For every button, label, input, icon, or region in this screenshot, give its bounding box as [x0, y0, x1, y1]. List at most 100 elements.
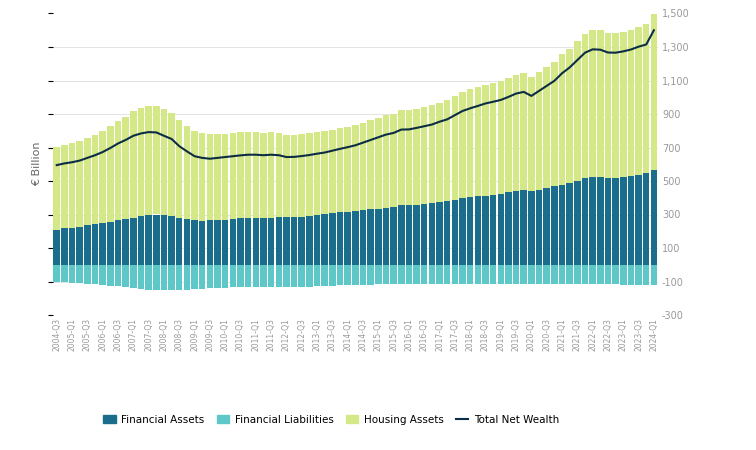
- Bar: [574, 265, 581, 284]
- Bar: [544, 188, 550, 265]
- Bar: [612, 265, 619, 284]
- Bar: [107, 221, 113, 265]
- Bar: [169, 216, 175, 265]
- Bar: [130, 265, 137, 288]
- Bar: [206, 220, 213, 265]
- Bar: [321, 214, 328, 265]
- Bar: [100, 131, 106, 223]
- Bar: [321, 265, 328, 286]
- Bar: [61, 145, 67, 228]
- Bar: [145, 106, 152, 215]
- Bar: [429, 105, 435, 203]
- Bar: [421, 265, 427, 284]
- Bar: [222, 265, 228, 288]
- Bar: [260, 218, 267, 265]
- Bar: [566, 183, 573, 265]
- Bar: [230, 219, 236, 265]
- Bar: [84, 225, 91, 265]
- Bar: [635, 265, 642, 285]
- Bar: [314, 132, 321, 215]
- Bar: [497, 81, 504, 194]
- Bar: [467, 90, 473, 197]
- Bar: [145, 265, 152, 290]
- Bar: [513, 75, 519, 191]
- Bar: [414, 205, 420, 265]
- Bar: [336, 212, 343, 265]
- Bar: [597, 265, 603, 284]
- Bar: [191, 220, 198, 265]
- Bar: [467, 265, 473, 284]
- Bar: [169, 112, 175, 216]
- Bar: [627, 176, 634, 265]
- Bar: [651, 170, 657, 265]
- Bar: [574, 180, 581, 265]
- Bar: [551, 186, 558, 265]
- Bar: [54, 230, 60, 265]
- Bar: [444, 265, 451, 284]
- Bar: [444, 100, 451, 202]
- Bar: [314, 215, 321, 265]
- Bar: [260, 265, 267, 287]
- Bar: [352, 265, 358, 285]
- Bar: [559, 265, 565, 284]
- Bar: [367, 265, 374, 284]
- Bar: [184, 219, 191, 265]
- Bar: [574, 41, 581, 180]
- Bar: [375, 118, 382, 209]
- Bar: [581, 34, 588, 178]
- Bar: [536, 190, 542, 265]
- Bar: [559, 54, 565, 184]
- Bar: [590, 177, 596, 265]
- Bar: [505, 265, 512, 284]
- Bar: [544, 67, 550, 188]
- Bar: [390, 265, 397, 284]
- Bar: [375, 265, 382, 284]
- Bar: [107, 265, 113, 285]
- Total Net Wealth: [213, 155, 222, 161]
- Bar: [360, 210, 366, 265]
- Bar: [107, 126, 113, 221]
- Bar: [643, 173, 649, 265]
- Bar: [497, 265, 504, 284]
- Bar: [566, 49, 573, 183]
- Bar: [199, 133, 206, 220]
- Bar: [429, 203, 435, 265]
- Bar: [54, 265, 60, 282]
- Bar: [612, 178, 619, 265]
- Bar: [76, 226, 83, 265]
- Bar: [214, 220, 221, 265]
- Bar: [581, 265, 588, 284]
- Bar: [291, 135, 297, 217]
- Bar: [199, 220, 206, 265]
- Bar: [544, 265, 550, 284]
- Bar: [122, 265, 129, 288]
- Bar: [291, 217, 297, 265]
- Bar: [76, 265, 83, 283]
- Bar: [314, 265, 321, 286]
- Bar: [528, 265, 534, 284]
- Bar: [520, 190, 527, 265]
- Bar: [627, 30, 634, 176]
- Bar: [284, 265, 290, 287]
- Bar: [138, 265, 144, 289]
- Bar: [100, 223, 106, 265]
- Bar: [275, 133, 282, 217]
- Bar: [130, 112, 137, 217]
- Bar: [161, 216, 167, 265]
- Bar: [429, 265, 435, 284]
- Bar: [237, 265, 243, 287]
- Bar: [620, 177, 627, 265]
- Bar: [336, 128, 343, 212]
- Bar: [459, 92, 466, 198]
- Bar: [153, 265, 160, 290]
- Bar: [566, 265, 573, 284]
- Bar: [505, 78, 512, 193]
- Total Net Wealth: [290, 154, 299, 160]
- Bar: [306, 133, 313, 216]
- Bar: [206, 265, 213, 288]
- Bar: [406, 206, 412, 265]
- Bar: [390, 207, 397, 265]
- Bar: [475, 196, 481, 265]
- Bar: [153, 215, 160, 265]
- Bar: [69, 265, 76, 283]
